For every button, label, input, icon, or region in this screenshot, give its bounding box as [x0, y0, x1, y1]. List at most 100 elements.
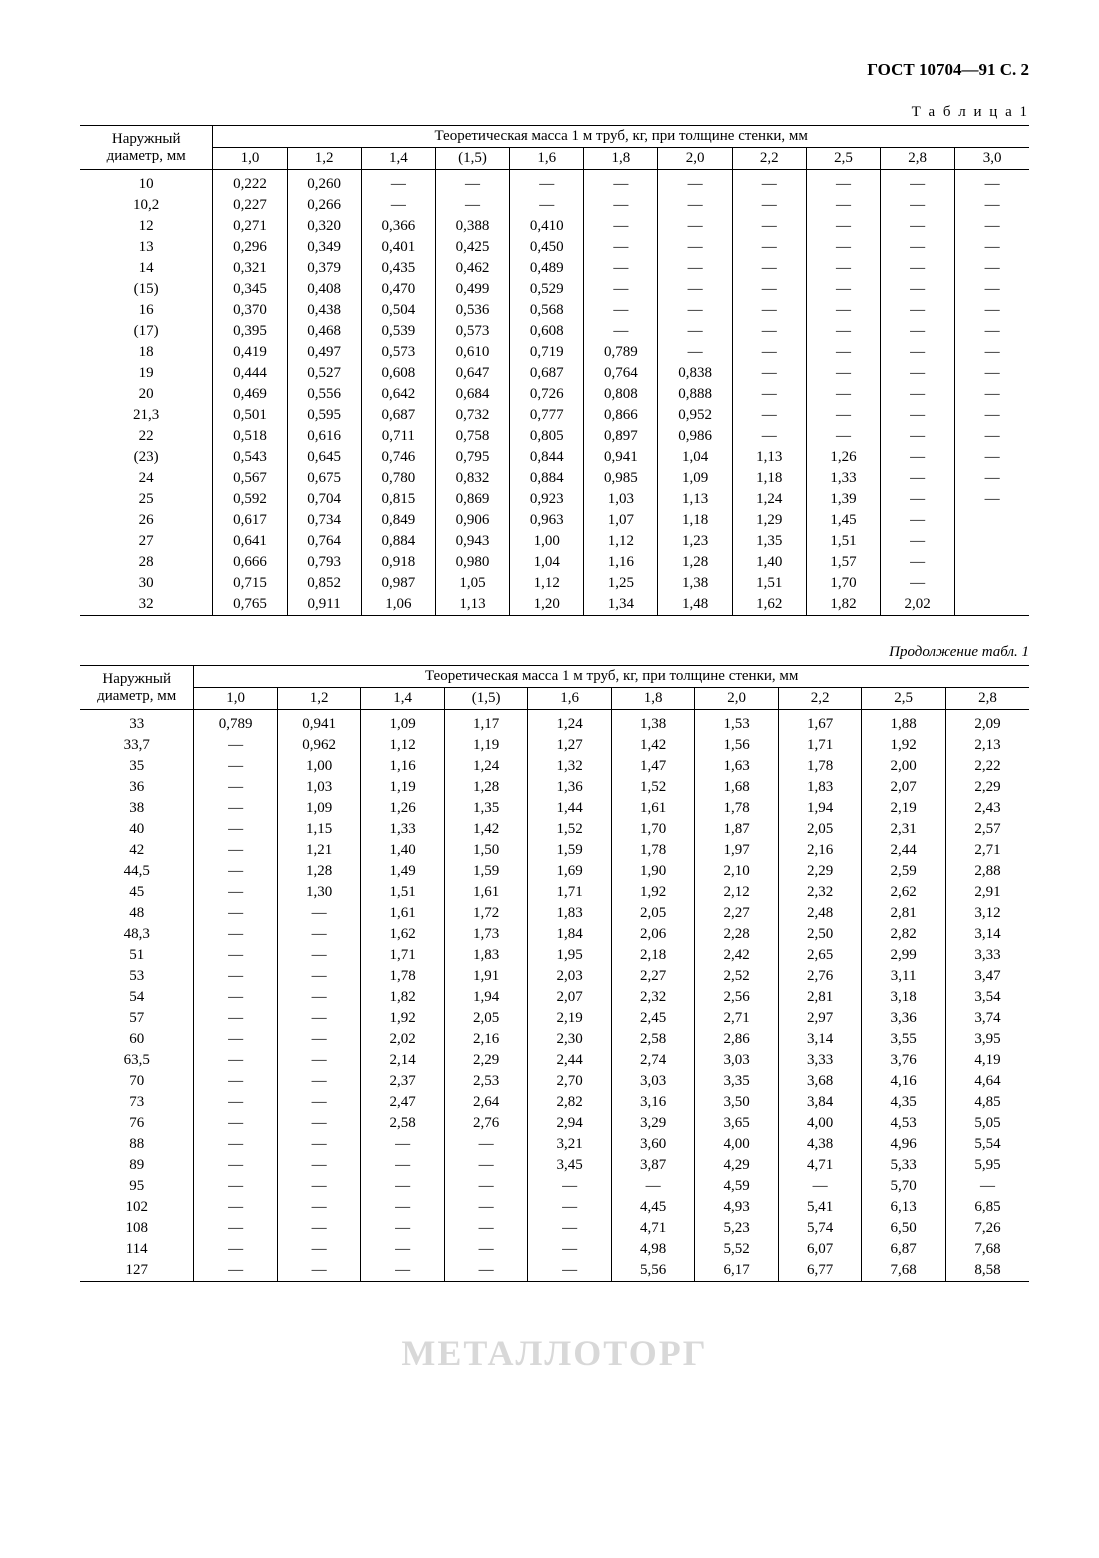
value-cell: 1,17: [444, 710, 528, 736]
value-cell: 0,923: [510, 489, 584, 510]
table-1: Наружный диаметр, ммТеоретическая масса …: [80, 125, 1029, 616]
value-cell: 2,19: [862, 798, 946, 819]
value-cell: —: [444, 1176, 528, 1197]
value-cell: 1,19: [444, 735, 528, 756]
value-cell: 1,69: [528, 861, 612, 882]
value-cell: —: [444, 1134, 528, 1155]
diameter-cell: 57: [80, 1008, 194, 1029]
value-cell: 1,83: [778, 777, 862, 798]
value-cell: 1,18: [732, 468, 806, 489]
value-cell: 2,74: [611, 1050, 695, 1071]
value-cell: —: [806, 384, 880, 405]
value-cell: —: [881, 447, 955, 468]
value-cell: —: [732, 405, 806, 426]
value-cell: 1,62: [361, 924, 445, 945]
value-cell: 1,45: [806, 510, 880, 531]
table-row: 140,3210,3790,4350,4620,489——————: [80, 258, 1029, 279]
value-cell: 0,501: [213, 405, 287, 426]
value-cell: [955, 573, 1029, 594]
value-cell: 3,95: [945, 1029, 1029, 1050]
value-cell: 2,29: [945, 777, 1029, 798]
value-cell: 1,83: [528, 903, 612, 924]
table-row: 38—1,091,261,351,441,611,781,942,192,43: [80, 798, 1029, 819]
value-cell: —: [194, 819, 278, 840]
value-cell: —: [955, 300, 1029, 321]
value-cell: 1,40: [732, 552, 806, 573]
value-cell: 4,71: [611, 1218, 695, 1239]
value-cell: 1,63: [695, 756, 779, 777]
value-cell: 1,51: [361, 882, 445, 903]
value-cell: 1,13: [732, 447, 806, 468]
row-header: Наружный диаметр, мм: [80, 666, 194, 710]
value-cell: 1,97: [695, 840, 779, 861]
value-cell: 1,35: [732, 531, 806, 552]
value-cell: 1,18: [658, 510, 732, 531]
value-cell: —: [194, 1071, 278, 1092]
value-cell: 3,84: [778, 1092, 862, 1113]
value-cell: 2,14: [361, 1050, 445, 1071]
value-cell: 3,54: [945, 987, 1029, 1008]
value-cell: 3,18: [862, 987, 946, 1008]
diameter-cell: (17): [80, 321, 213, 342]
value-cell: 2,94: [528, 1113, 612, 1134]
value-cell: 0,732: [435, 405, 509, 426]
value-cell: —: [806, 405, 880, 426]
table-row: 76——2,582,762,943,293,654,004,535,05: [80, 1113, 1029, 1134]
value-cell: —: [955, 342, 1029, 363]
value-cell: 0,518: [213, 426, 287, 447]
value-cell: —: [194, 1218, 278, 1239]
value-cell: 1,51: [806, 531, 880, 552]
value-cell: 1,39: [806, 489, 880, 510]
value-cell: —: [955, 489, 1029, 510]
diameter-cell: 42: [80, 840, 194, 861]
value-cell: 0,764: [584, 363, 658, 384]
value-cell: 1,16: [584, 552, 658, 573]
diameter-cell: 88: [80, 1134, 194, 1155]
value-cell: 2,42: [695, 945, 779, 966]
value-cell: 4,59: [695, 1176, 779, 1197]
value-cell: —: [584, 237, 658, 258]
value-cell: —: [806, 321, 880, 342]
value-cell: 3,14: [778, 1029, 862, 1050]
value-cell: —: [881, 489, 955, 510]
value-cell: 7,26: [945, 1218, 1029, 1239]
diameter-cell: 48,3: [80, 924, 194, 945]
value-cell: —: [584, 258, 658, 279]
table-row: 10,20,2270,266—————————: [80, 195, 1029, 216]
value-cell: 1,33: [806, 468, 880, 489]
value-cell: —: [955, 321, 1029, 342]
value-cell: 0,320: [287, 216, 361, 237]
value-cell: 6,85: [945, 1197, 1029, 1218]
value-cell: —: [806, 363, 880, 384]
value-cell: 1,15: [277, 819, 361, 840]
value-cell: —: [881, 384, 955, 405]
value-cell: —: [361, 1260, 445, 1282]
value-cell: —: [881, 531, 955, 552]
value-cell: 0,838: [658, 363, 732, 384]
value-cell: 2,07: [528, 987, 612, 1008]
value-cell: 1,28: [277, 861, 361, 882]
value-cell: 0,527: [287, 363, 361, 384]
value-cell: —: [277, 1092, 361, 1113]
value-cell: 0,642: [361, 384, 435, 405]
col-header: 2,5: [862, 688, 946, 710]
value-cell: —: [194, 1050, 278, 1071]
value-cell: 1,20: [510, 594, 584, 616]
value-cell: —: [881, 342, 955, 363]
table-row: (15)0,3450,4080,4700,4990,529——————: [80, 279, 1029, 300]
table-2: Наружный диаметр, ммТеоретическая масса …: [80, 665, 1029, 1282]
value-cell: 6,13: [862, 1197, 946, 1218]
value-cell: 0,687: [361, 405, 435, 426]
value-cell: —: [277, 924, 361, 945]
value-cell: 0,227: [213, 195, 287, 216]
value-cell: 0,410: [510, 216, 584, 237]
diameter-cell: 38: [80, 798, 194, 819]
value-cell: 1,51: [732, 573, 806, 594]
value-cell: —: [584, 170, 658, 196]
value-cell: —: [194, 1134, 278, 1155]
value-cell: 1,24: [444, 756, 528, 777]
table-1-body: 100,2220,260—————————10,20,2270,266—————…: [80, 170, 1029, 616]
table-row: 300,7150,8520,9871,051,121,251,381,511,7…: [80, 573, 1029, 594]
col-header: (1,5): [435, 148, 509, 170]
diameter-cell: 114: [80, 1239, 194, 1260]
